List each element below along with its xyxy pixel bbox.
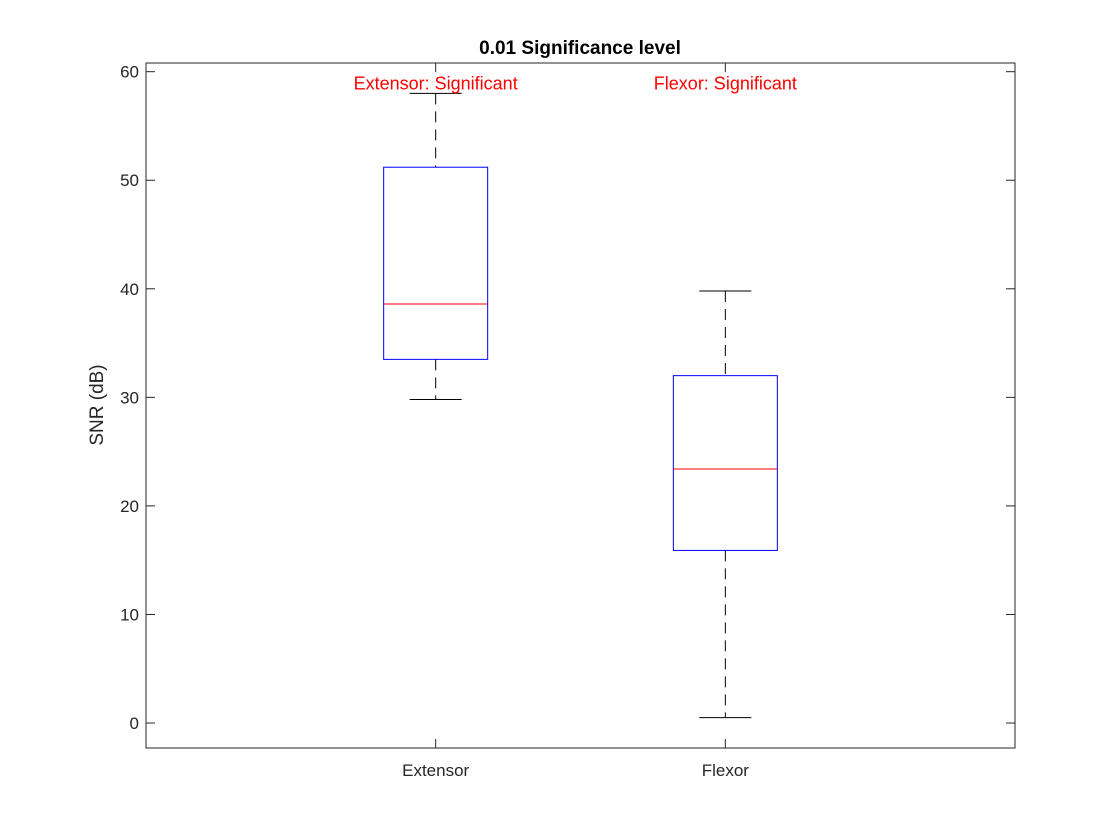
- significance-annotation: Flexor: Significant: [654, 74, 797, 94]
- y-tick-label: 30: [120, 388, 139, 407]
- y-tick-label: 10: [120, 605, 139, 624]
- annotations: Extensor: Significant Flexor: Significant: [354, 74, 797, 94]
- plot-area: [145, 62, 1016, 749]
- y-axis-label: SNR (dB): [87, 364, 108, 445]
- y-tick-label: 40: [120, 280, 139, 299]
- box-group-extensor: [383, 92, 489, 401]
- x-tick-label: Extensor: [402, 761, 469, 780]
- boxes: [383, 92, 778, 719]
- y-tick-label: 60: [120, 63, 139, 82]
- chart-title: 0.01 Significance level: [479, 38, 681, 59]
- y-tick-label: 0: [130, 714, 139, 733]
- significance-annotation: Extensor: Significant: [354, 74, 518, 94]
- box-iqr: [383, 166, 489, 360]
- box-group-flexor: [672, 290, 778, 719]
- axis-ticks: 0 10 20 30 40 50 60 Extensor Flexor: [120, 63, 1015, 780]
- x-tick-label: Flexor: [702, 761, 750, 780]
- y-tick-label: 20: [120, 497, 139, 516]
- y-tick-label: 50: [120, 171, 139, 190]
- box-iqr: [672, 375, 778, 551]
